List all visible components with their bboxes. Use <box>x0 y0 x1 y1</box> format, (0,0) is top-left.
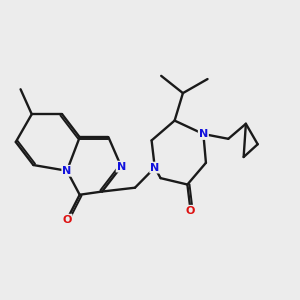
Text: O: O <box>62 215 72 225</box>
Text: N: N <box>150 163 159 172</box>
Text: N: N <box>62 166 71 176</box>
Text: N: N <box>199 129 208 139</box>
Text: N: N <box>117 162 126 172</box>
Text: O: O <box>186 206 195 216</box>
